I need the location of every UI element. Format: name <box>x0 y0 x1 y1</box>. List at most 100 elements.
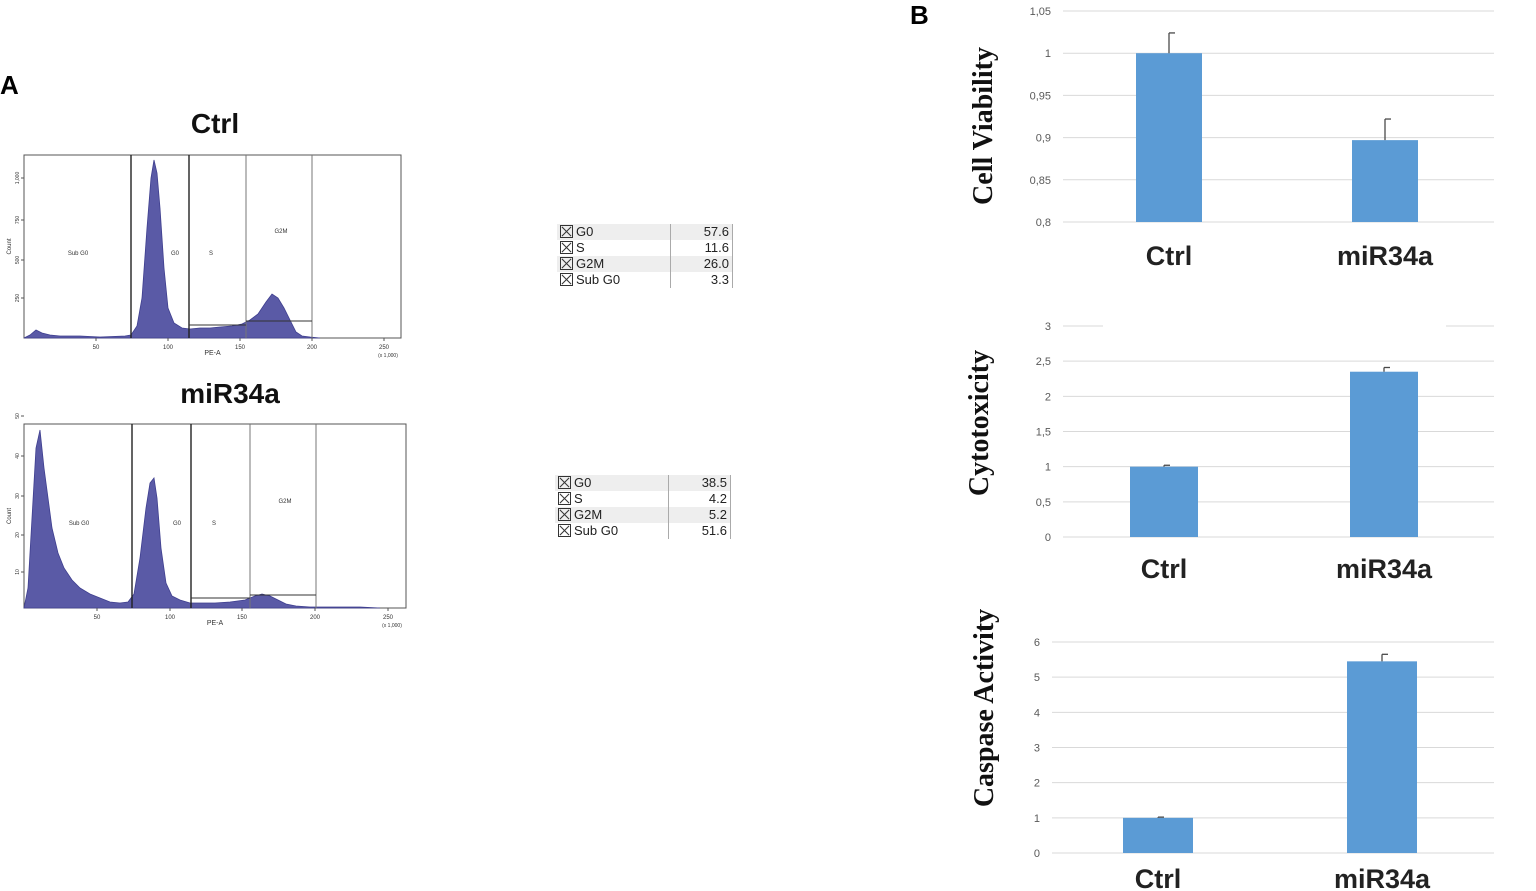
y-tick-label: 1,000 <box>15 172 21 185</box>
y-tick-label: 1 <box>1045 462 1051 474</box>
bar-ctrl <box>1130 466 1198 537</box>
y-axis-label: Caspase Activity <box>969 609 1000 807</box>
category-label: miR34a <box>1334 864 1431 891</box>
gate-label: G2M <box>278 499 291 505</box>
histogram-area <box>23 159 321 339</box>
y-tick-label: 0,8 <box>1036 217 1051 229</box>
stats-value: 4.2 <box>668 491 731 507</box>
y-tick-label: 1 <box>1045 48 1051 60</box>
checkbox-icon <box>560 257 573 270</box>
stats-label: G0 <box>576 224 594 239</box>
stats-row: Sub G0 51.6 <box>555 523 731 539</box>
x-tick-label: 200 <box>307 345 318 351</box>
x-tick-label: 150 <box>237 615 248 621</box>
bar-ctrl <box>1123 817 1193 853</box>
y-tick-label: 0,5 <box>1036 497 1051 509</box>
stats-table-ctrl: G0 57.6 S 11.6 G2M 26.0 Sub G0 3.3 <box>557 224 733 288</box>
checkbox-icon <box>560 225 573 238</box>
stats-row: G0 38.5 <box>555 475 731 491</box>
y-tick-label: 0 <box>1045 532 1051 544</box>
bar-mir34a <box>1352 140 1418 222</box>
panel-label-a: A <box>0 70 19 100</box>
gate-label: G0 <box>173 521 182 527</box>
y-tick-label: 0,9 <box>1036 133 1051 145</box>
x-tick-label: 50 <box>94 615 101 621</box>
x-tick-label: 100 <box>165 615 176 621</box>
y-axis-label: Cell Viability <box>968 47 999 205</box>
stats-label: G2M <box>576 256 605 271</box>
stats-label: G2M <box>574 507 603 522</box>
stats-value: 5.2 <box>668 507 731 523</box>
x-axis-label: PE-A <box>204 350 221 357</box>
stats-value: 26.0 <box>670 256 733 272</box>
stats-row: G0 57.6 <box>557 224 733 240</box>
stats-label: Sub G0 <box>576 272 621 287</box>
x-tick-label: 100 <box>163 345 174 351</box>
y-tick-label: 3 <box>1045 321 1051 333</box>
checkbox-icon <box>560 273 573 286</box>
stats-label: G0 <box>574 475 592 490</box>
y-tick-label: 30 <box>15 493 21 499</box>
histogram-area <box>23 429 381 609</box>
x-tick-label: 50 <box>93 345 100 351</box>
y-tick-label: 0,95 <box>1030 90 1051 102</box>
y-tick-label: 10 <box>15 569 21 575</box>
histogram-title-ctrl: Ctrl <box>190 108 240 139</box>
gate-label: Sub G0 <box>69 521 90 527</box>
y-tick-label: 0 <box>1034 848 1040 860</box>
gate-label: G0 <box>171 251 180 257</box>
y-tick-label: 2,5 <box>1036 356 1051 368</box>
y-tick-label: 1 <box>1034 813 1040 825</box>
y-tick-label: 1,5 <box>1036 427 1051 439</box>
y-tick-label: 6 <box>1034 637 1040 649</box>
checkbox-icon <box>558 508 571 521</box>
y-tick-label: 4 <box>1034 707 1040 719</box>
y-tick-label: 1,05 <box>1030 6 1051 18</box>
panel-label-b: B <box>910 0 929 30</box>
x-axis-label: PE-A <box>207 620 224 627</box>
y-tick-label: 2 <box>1045 391 1051 403</box>
x-tick-label: 150 <box>235 345 246 351</box>
bar-ctrl <box>1136 53 1202 223</box>
y-tick-label: 0,85 <box>1030 175 1051 187</box>
checkbox-icon <box>558 476 571 489</box>
gate-label: S <box>212 521 216 527</box>
x-unit-label: (x 1,000) <box>382 623 402 629</box>
y-tick-label: 250 <box>15 294 21 303</box>
category-label: Ctrl <box>1146 241 1193 271</box>
y-tick-label: 750 <box>15 216 21 225</box>
x-unit-label: (x 1,000) <box>378 353 398 359</box>
stats-label: S <box>574 491 583 506</box>
stats-table-mir34a: G0 38.5 S 4.2 G2M 5.2 Sub G0 51.6 <box>555 475 731 539</box>
y-tick-label: 50 <box>15 413 21 419</box>
bar-mir34a <box>1347 661 1417 853</box>
stats-label: Sub G0 <box>574 523 619 538</box>
x-tick-label: 200 <box>310 615 321 621</box>
bar-mir34a <box>1350 371 1418 537</box>
y-tick-label: 40 <box>15 453 21 459</box>
y-axis-label: Count <box>7 508 13 524</box>
category-label: miR34a <box>1337 241 1434 271</box>
y-tick-label: 3 <box>1034 743 1040 755</box>
y-tick-label: 500 <box>15 256 21 265</box>
gate-label: G2M <box>274 229 287 235</box>
stats-value: 38.5 <box>668 475 731 491</box>
x-tick-label: 250 <box>383 615 394 621</box>
category-label: Ctrl <box>1135 864 1182 891</box>
y-tick-label: 2 <box>1034 778 1040 790</box>
stats-value: 51.6 <box>668 523 731 539</box>
checkbox-icon <box>558 492 571 505</box>
category-label: Ctrl <box>1141 554 1188 584</box>
x-tick-label: 250 <box>379 345 390 351</box>
stats-label: S <box>576 240 585 255</box>
stats-row: S 11.6 <box>557 240 733 256</box>
checkbox-icon <box>558 524 571 537</box>
stats-row: S 4.2 <box>555 491 731 507</box>
stats-value: 11.6 <box>670 240 733 256</box>
stats-row: G2M 5.2 <box>555 507 731 523</box>
y-axis-label: Cytotoxicity <box>964 350 995 496</box>
stats-row: G2M 26.0 <box>557 256 733 272</box>
gate-label: S <box>209 251 213 257</box>
